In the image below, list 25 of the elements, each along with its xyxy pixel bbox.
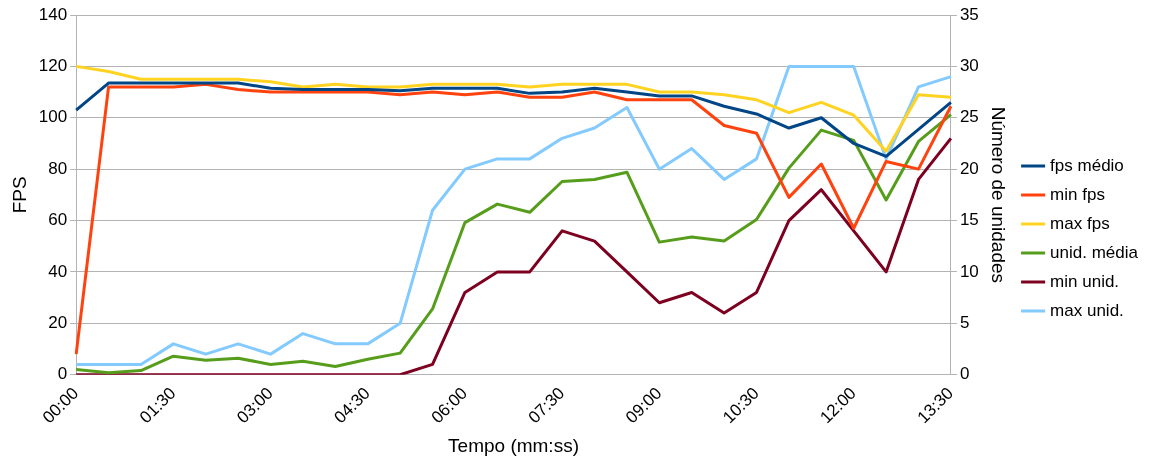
legend-label: unid. média xyxy=(1050,242,1139,262)
y2-tick-label: 35 xyxy=(959,4,979,24)
y2-tick-label: 20 xyxy=(959,158,979,178)
y2-tick-label: 30 xyxy=(959,56,979,76)
y2-tick-label: 25 xyxy=(959,107,979,127)
legend-label: min fps xyxy=(1050,184,1105,204)
y-tick-label: 120 xyxy=(38,56,68,76)
y2-tick-label: 0 xyxy=(959,364,970,384)
y-tick-label: 0 xyxy=(57,364,68,384)
y2-tick-label: 5 xyxy=(959,313,970,332)
y-tick-label: 80 xyxy=(48,158,68,178)
y-axis-title: FPS xyxy=(8,176,30,214)
y-tick-label: 20 xyxy=(48,313,68,332)
y2-axis-title: Número de unidades xyxy=(987,106,1009,284)
legend-label: min unid. xyxy=(1050,271,1120,291)
y-tick-label: 60 xyxy=(48,210,68,230)
y2-tick-label: 10 xyxy=(959,261,979,281)
y-tick-label: 40 xyxy=(48,261,68,281)
legend-label: max unid. xyxy=(1050,300,1124,320)
y2-tick-label: 15 xyxy=(959,210,979,230)
y-tick-label: 140 xyxy=(38,4,68,24)
legend-label: fps médio xyxy=(1050,155,1124,175)
y-tick-label: 100 xyxy=(38,107,68,127)
legend-label: max fps xyxy=(1050,213,1110,233)
x-axis-title: Tempo (mm:ss) xyxy=(448,434,579,456)
